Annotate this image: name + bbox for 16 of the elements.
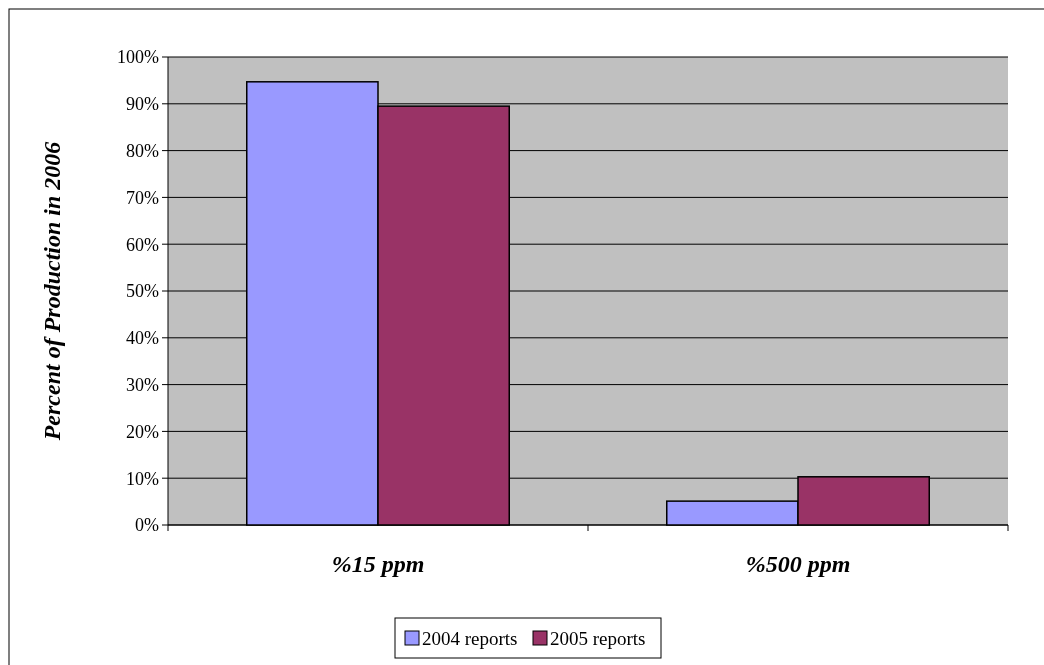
x-tick-label: %15 ppm (331, 551, 425, 577)
y-tick-label: 10% (126, 468, 159, 489)
y-axis-title: Percent of Production in 2006 (39, 141, 65, 442)
y-tick-label: 90% (126, 94, 159, 115)
legend-label: 2005 reports (550, 627, 646, 649)
x-tick-label: %500 ppm (745, 551, 851, 577)
y-tick-label: 20% (126, 421, 159, 442)
y-tick-label: 80% (126, 140, 159, 161)
legend-label: 2004 reports (422, 627, 518, 649)
y-tick-label: 0% (135, 515, 159, 536)
y-tick-label: 50% (126, 281, 159, 302)
y-tick-label: 100% (117, 47, 159, 68)
y-tick-label: 40% (126, 328, 159, 349)
y-tick-label: 60% (126, 234, 159, 255)
y-tick-label: 70% (126, 187, 159, 208)
y-tick-label: 30% (126, 374, 159, 395)
